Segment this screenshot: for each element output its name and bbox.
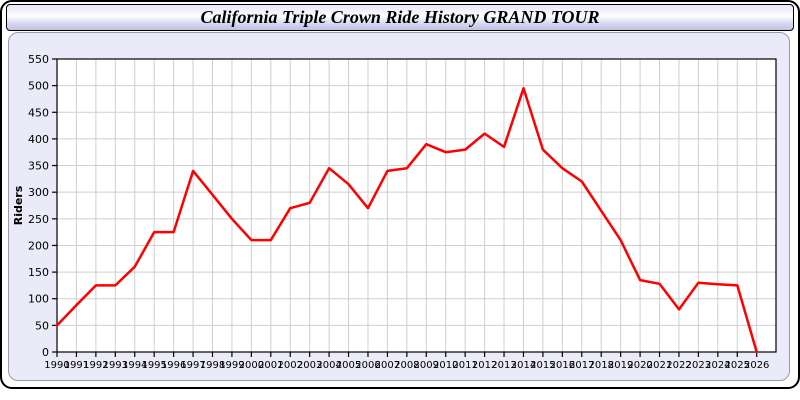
- x-tick-label: 2026: [744, 360, 769, 371]
- x-tick-label: 2020: [627, 360, 652, 371]
- x-tick-label: 2007: [375, 360, 400, 371]
- x-tick-label: 2023: [686, 360, 711, 371]
- x-tick-label: 1991: [64, 360, 89, 371]
- x-tick-label: 2025: [725, 360, 750, 371]
- x-tick-label: 2024: [705, 360, 730, 371]
- x-tick-label: 1996: [161, 360, 186, 371]
- x-tick-label: 1997: [180, 360, 205, 371]
- x-tick-label: 1998: [200, 360, 225, 371]
- x-tick-label: 2014: [511, 360, 536, 371]
- page-title: California Triple Crown Ride History GRA…: [200, 7, 600, 27]
- y-tick-label: 150: [28, 266, 49, 279]
- y-tick-label: 200: [28, 239, 49, 252]
- x-tick-label: 2005: [336, 360, 361, 371]
- y-tick-label: 400: [28, 133, 49, 146]
- title-bar: California Triple Crown Ride History GRA…: [6, 4, 794, 31]
- x-tick-label: 2003: [297, 360, 322, 371]
- x-tick-label: 2009: [414, 360, 439, 371]
- x-tick-label: 2010: [433, 360, 458, 371]
- x-tick-label: 2018: [588, 360, 613, 371]
- x-tick-label: 2006: [355, 360, 380, 371]
- y-tick-label: 450: [28, 106, 49, 119]
- x-tick-label: 2016: [550, 360, 575, 371]
- x-tick-label: 2011: [452, 360, 477, 371]
- y-tick-label: 0: [42, 346, 49, 359]
- y-tick-label: 550: [28, 53, 49, 66]
- y-tick-label: 250: [28, 213, 49, 226]
- x-tick-label: 1993: [103, 360, 128, 371]
- x-tick-label: 2012: [472, 360, 497, 371]
- plot-frame: [56, 58, 777, 353]
- plot-area: [57, 59, 776, 352]
- x-tick-label: 2002: [278, 360, 303, 371]
- x-tick-label: 2015: [530, 360, 555, 371]
- x-tick-label: 2000: [239, 360, 264, 371]
- x-tick-label: 1995: [141, 360, 166, 371]
- y-tick-label: 300: [28, 186, 49, 199]
- x-tick-label: 1990: [44, 360, 69, 371]
- y-tick-label: 50: [35, 319, 49, 332]
- x-tick-label: 1994: [122, 360, 147, 371]
- x-tick-label: 1999: [219, 360, 244, 371]
- x-tick-label: 2004: [316, 360, 341, 371]
- y-tick-label: 100: [28, 293, 49, 306]
- x-tick-label: 2021: [647, 360, 672, 371]
- x-tick-label: 2022: [666, 360, 691, 371]
- x-tick-label: 2019: [608, 360, 633, 371]
- y-axis-label: Riders: [12, 185, 25, 225]
- y-tick-label: 500: [28, 80, 49, 93]
- x-tick-label: 2017: [569, 360, 594, 371]
- x-tick-label: 2013: [491, 360, 516, 371]
- x-tick-label: 1992: [83, 360, 108, 371]
- riders-series-line: [55, 87, 758, 354]
- x-tick-label: 2008: [394, 360, 419, 371]
- x-tick-label: 2001: [258, 360, 283, 371]
- y-tick-label: 350: [28, 160, 49, 173]
